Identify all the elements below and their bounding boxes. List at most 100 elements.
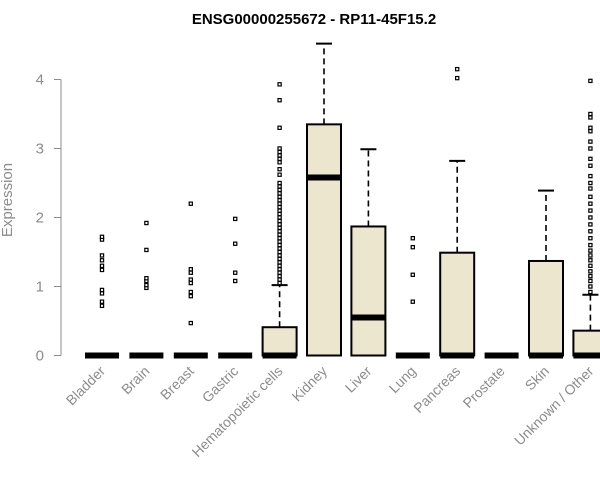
outlier-point — [233, 241, 238, 246]
outlier-point — [144, 282, 149, 288]
outlier-point — [277, 153, 282, 158]
outlier-point — [99, 303, 105, 309]
outlier-point — [410, 244, 416, 250]
outlier-point — [277, 191, 282, 196]
outlier-point — [188, 280, 193, 286]
outlier-point — [588, 129, 593, 134]
outlier-point — [455, 75, 460, 81]
box-body — [572, 329, 600, 357]
y-axis: 0 1 2 3 4 — [36, 72, 62, 365]
outlier-point — [277, 273, 282, 279]
outlier-point — [233, 270, 238, 275]
outlier-point — [277, 149, 282, 155]
outlier-point — [588, 284, 593, 289]
outlier-point — [144, 220, 149, 226]
outlier-point — [99, 291, 105, 296]
box-bladder — [85, 234, 119, 359]
outlier-point — [277, 229, 282, 234]
outlier-point — [277, 156, 282, 162]
outlier-point — [277, 267, 282, 272]
outlier-point — [277, 180, 282, 186]
box-body — [306, 123, 342, 357]
outlier-point — [277, 260, 282, 265]
outlier-point — [588, 208, 593, 213]
outlier-point — [277, 249, 282, 255]
outlier-point — [277, 236, 282, 241]
outlier-point — [588, 201, 593, 206]
outlier-point — [277, 211, 282, 217]
box-body — [261, 326, 298, 357]
outlier-point — [588, 125, 593, 130]
box-breast — [173, 201, 208, 359]
outlier-point — [277, 204, 282, 210]
outlier-point — [277, 218, 282, 224]
outlier-point — [588, 115, 593, 120]
outlier-point — [277, 198, 282, 203]
outlier-point — [588, 78, 593, 84]
x-tick-label: Pancreas — [410, 363, 463, 416]
outlier-point — [410, 272, 416, 277]
y-tick-label: 0 — [36, 348, 44, 365]
outlier-point — [277, 167, 282, 172]
outlier-point — [588, 269, 593, 274]
outlier-point — [588, 180, 593, 186]
outlier-point — [277, 215, 282, 220]
outlier-point — [188, 201, 193, 206]
x-tick-label: Gastric — [199, 363, 242, 406]
outlier-point — [277, 270, 282, 275]
y-tick-label: 4 — [36, 72, 44, 89]
outlier-point — [277, 184, 282, 189]
boxes-group — [85, 42, 600, 359]
x-tick-label: Bladder — [63, 363, 109, 409]
outlier-point — [588, 215, 593, 220]
outlier-point — [277, 280, 282, 286]
box-unknown-other — [572, 78, 600, 359]
outlier-point — [233, 216, 238, 222]
box-gastric — [218, 216, 253, 359]
outlier-point — [99, 263, 105, 269]
y-tick-label: 1 — [36, 279, 44, 296]
outlier-point — [588, 289, 593, 295]
outlier-point — [588, 222, 593, 227]
outlier-point — [188, 289, 193, 295]
outlier-point — [277, 82, 282, 87]
outlier-point — [188, 267, 193, 272]
outlier-point — [588, 146, 593, 151]
outlier-point — [277, 187, 282, 193]
outlier-point — [588, 273, 593, 279]
outlier-point — [277, 201, 282, 206]
outlier-point — [410, 299, 416, 304]
outlier-point — [277, 225, 282, 231]
outlier-point — [188, 320, 193, 326]
outlier-point — [588, 229, 593, 234]
outlier-point — [99, 253, 105, 258]
outlier-point — [99, 258, 105, 263]
outlier-point — [455, 66, 460, 72]
box-body — [528, 259, 564, 357]
box-pancreas — [439, 66, 476, 359]
y-axis-label: Expression — [0, 163, 16, 237]
box-kidney — [306, 42, 342, 357]
box-liver — [350, 148, 387, 357]
outlier-point — [277, 97, 282, 103]
x-tick-label: Unknown / Other — [511, 363, 597, 449]
y-tick-label: 3 — [36, 141, 44, 158]
outlier-point — [277, 172, 282, 177]
box-hematopoietic-cells — [261, 82, 298, 359]
outlier-point — [277, 239, 282, 244]
outlier-point — [188, 270, 193, 275]
outlier-point — [588, 194, 593, 199]
outlier-point — [277, 125, 282, 130]
box-brain — [129, 220, 164, 359]
outlier-point — [144, 247, 149, 253]
outlier-point — [410, 236, 416, 241]
outlier-point — [588, 248, 593, 253]
outlier-point — [99, 299, 105, 304]
outlier-point — [588, 278, 593, 284]
outlier-point — [277, 222, 282, 227]
y-tick-label: 2 — [36, 210, 44, 227]
outlier-point — [277, 277, 282, 282]
outlier-point — [188, 277, 193, 282]
outlier-point — [588, 111, 593, 117]
x-tick-label: Liver — [342, 363, 375, 396]
